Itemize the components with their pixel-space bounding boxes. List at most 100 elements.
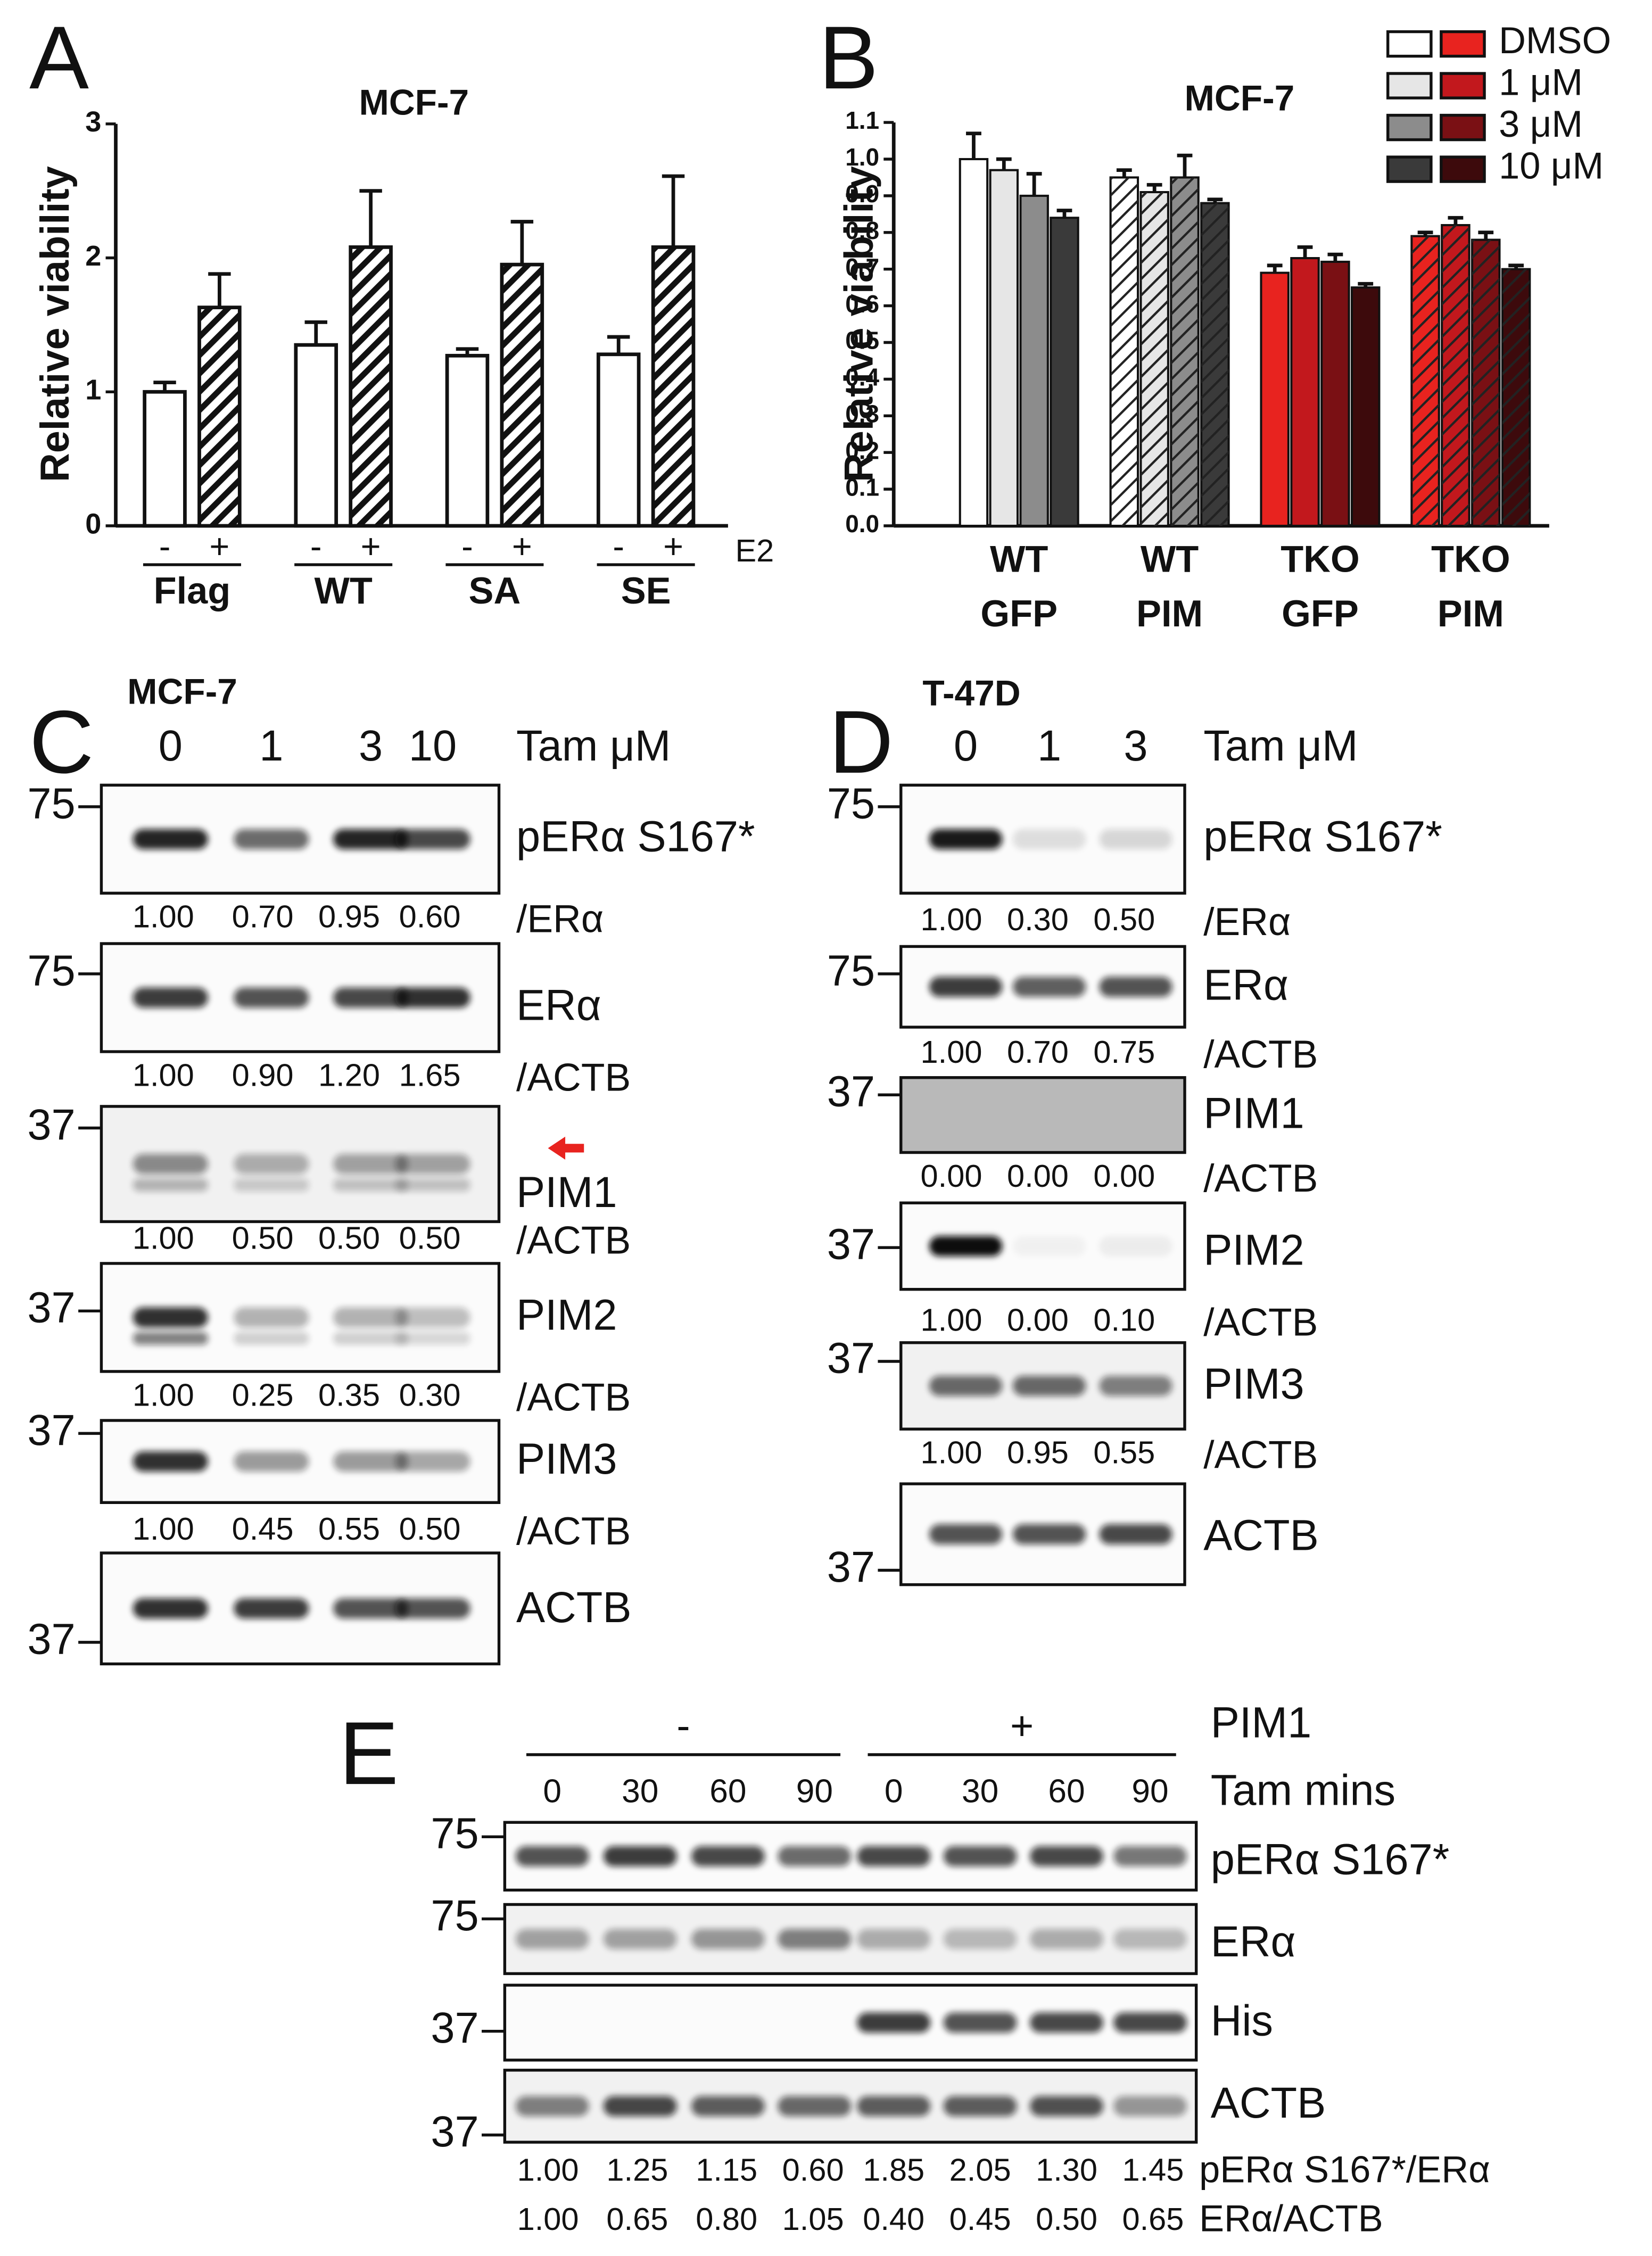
bar (143, 390, 187, 528)
x-tick-label: GFP (1282, 592, 1359, 634)
lane-label: 0 (954, 722, 978, 770)
quant-label: /ACTB (1203, 1301, 1318, 1344)
quant-value: 0.80 (696, 2201, 757, 2237)
bar (1320, 260, 1350, 527)
protein-label: PIM1 (1203, 1089, 1304, 1137)
series-label: + (512, 526, 532, 565)
y-axis-label: Relative viability (32, 166, 78, 482)
legend-swatch (1440, 30, 1486, 58)
x-tick-label: GFP (980, 592, 1058, 634)
bar-hatch (1472, 239, 1500, 526)
band (333, 1178, 409, 1192)
quant-value: 0.65 (1122, 2201, 1184, 2237)
band (515, 2096, 589, 2117)
x-tick-label: Flag (154, 569, 231, 611)
series-label: - (461, 526, 473, 565)
protein-label: PIM2 (516, 1291, 617, 1339)
y-tick-label: 0 (85, 508, 101, 540)
protein-label: PIM2 (1203, 1226, 1304, 1274)
quant-value: 0.50 (1093, 902, 1155, 937)
y-tick-label: 0.5 (845, 327, 879, 354)
quant-value: 0.95 (318, 899, 380, 935)
lane-label: 90 (1131, 1773, 1168, 1810)
marker-label: 37 (431, 2108, 478, 2156)
band (1099, 1524, 1172, 1544)
band (929, 977, 1003, 997)
lane-label: 10 (409, 722, 457, 770)
protein-label: pERα S167* (1203, 813, 1442, 861)
band (943, 2012, 1017, 2033)
marker-label: 75 (27, 779, 75, 828)
x-tick-label: TKO (1431, 538, 1510, 580)
quant-value: 0.40 (863, 2201, 924, 2237)
quant-value: 0.75 (1093, 1034, 1155, 1070)
band (395, 987, 470, 1008)
quant-value: 0.60 (399, 899, 461, 935)
y-tick-label: 2 (85, 240, 101, 272)
lane-label: 3 (359, 722, 383, 770)
band (133, 1598, 208, 1619)
quant-value: 1.85 (863, 2152, 924, 2188)
legend-swatch (1386, 72, 1433, 100)
band (778, 1846, 852, 1866)
blot-frame (899, 1076, 1186, 1154)
protein-label: His (1211, 1997, 1273, 2045)
quant-value: 1.45 (1122, 2152, 1184, 2188)
marker-label: 75 (827, 946, 875, 995)
band (1012, 977, 1086, 997)
band (1012, 1524, 1086, 1544)
band (395, 829, 470, 849)
band (395, 1307, 470, 1328)
bar-hatch (1502, 269, 1530, 526)
bar (959, 158, 989, 527)
quant-label: pERα S167*/ERα (1199, 2148, 1490, 2191)
lane-label: 30 (622, 1773, 658, 1810)
band (395, 1451, 470, 1472)
quant-value: 0.45 (232, 1511, 294, 1547)
marker-label: 75 (431, 1809, 478, 1858)
y-tick-label: 0.4 (845, 363, 879, 391)
y-tick-label: 0.8 (845, 217, 879, 244)
quant-value: 0.50 (399, 1220, 461, 1255)
y-axis-label: Relative viability (837, 166, 882, 482)
legend-swatch (1386, 155, 1433, 183)
quant-value: 0.30 (399, 1377, 461, 1412)
marker-label: 75 (827, 779, 875, 828)
band (515, 1846, 589, 1866)
chart-title: MCF-7 (1185, 78, 1295, 118)
bar (500, 262, 544, 528)
y-tick-label: 1.1 (845, 106, 879, 134)
panel-letter: D (829, 692, 893, 792)
legend-swatch (1440, 113, 1486, 142)
quant-value: 1.15 (696, 2152, 757, 2188)
protein-label: PIM3 (1203, 1360, 1304, 1408)
legend-label: 3 μM (1499, 103, 1583, 145)
band (1113, 1846, 1187, 1866)
band (857, 2096, 931, 2117)
lane-label: 3 (1124, 722, 1147, 770)
band (1012, 1376, 1086, 1396)
protein-label: PIM3 (516, 1435, 617, 1483)
quant-value: 1.00 (133, 899, 194, 935)
y-tick-label: 3 (85, 106, 101, 138)
band (943, 1846, 1017, 1866)
legend-label: DMSO (1499, 19, 1611, 61)
marker-label: 37 (431, 2004, 478, 2052)
legend-swatch (1440, 72, 1486, 100)
quant-value: 0.10 (1093, 1302, 1155, 1338)
band (234, 1178, 309, 1192)
quant-value: 1.00 (921, 1034, 982, 1070)
quant-value: 0.25 (232, 1377, 294, 1412)
quant-value: 1.00 (517, 2152, 579, 2188)
quant-value: 0.65 (606, 2201, 668, 2237)
quant-value: 1.00 (133, 1057, 194, 1093)
band (1113, 2096, 1187, 2117)
quant-value: 1.00 (921, 1435, 982, 1470)
band (1099, 977, 1172, 997)
band (929, 1236, 1003, 1257)
group-label: - (676, 1703, 690, 1748)
band (333, 1307, 409, 1328)
band (857, 1929, 931, 1949)
